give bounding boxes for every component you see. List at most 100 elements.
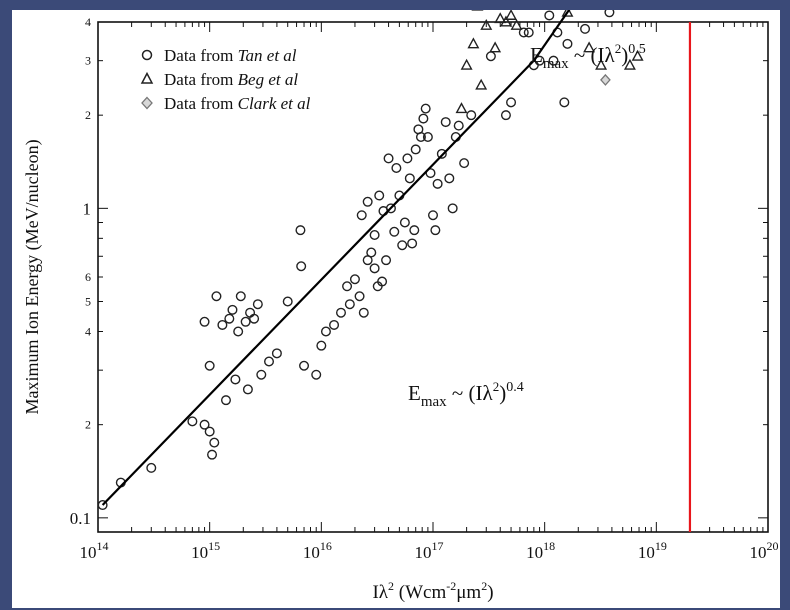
data-point-tan	[296, 261, 307, 272]
data-point-tan	[295, 225, 306, 236]
y-tick-label: 4	[85, 325, 91, 339]
data-point-beg	[583, 41, 596, 53]
legend: Data from Tan et al Data from Beg et al Da…	[140, 46, 311, 113]
data-point-tan	[409, 225, 420, 236]
y-tick-label: 5	[85, 295, 91, 309]
legend-marker-diamond	[141, 96, 153, 110]
data-point-tan	[534, 55, 545, 66]
data-point-tan	[224, 313, 235, 324]
data-point-tan	[240, 316, 251, 327]
data-point-tan	[344, 299, 355, 310]
data-point-tan	[580, 23, 591, 34]
annotation-high: Emax ~ (Iλ2)0.5	[530, 41, 646, 72]
x-tick-label: 1018	[526, 539, 555, 562]
data-point-tan	[562, 38, 573, 49]
data-point-beg	[455, 102, 468, 114]
data-point-beg	[489, 41, 502, 53]
data-point-beg	[623, 58, 636, 70]
data-point-tan	[399, 217, 410, 228]
data-point-tan	[282, 296, 293, 307]
x-axis-title: Iλ2 (Wcm-2μm2)	[372, 579, 493, 603]
data-point-tan	[316, 340, 327, 351]
data-point-tan	[207, 449, 218, 460]
data-point-tan	[402, 153, 413, 164]
data-point-beg	[494, 12, 507, 24]
data-point-tan	[233, 326, 244, 337]
data-point-beg	[631, 49, 644, 61]
y-tick-label: 2	[85, 418, 91, 432]
data-point-tan	[209, 437, 220, 448]
data-point-tan	[453, 120, 464, 131]
data-point-tan	[362, 196, 373, 207]
data-point-tan	[485, 51, 496, 62]
data-point-tan	[204, 360, 215, 371]
data-point-beg	[460, 58, 473, 70]
data-point-tan	[256, 369, 267, 380]
data-point-tan	[432, 178, 443, 189]
data-point-tan	[211, 291, 222, 302]
data-point-tan	[199, 419, 210, 430]
data-point-tan	[430, 225, 441, 236]
data-point-tan	[544, 10, 555, 21]
data-point-tan	[500, 110, 511, 121]
y-tick-labels: 0.124561234561023	[70, 15, 92, 528]
x-tick-label: 1019	[638, 539, 667, 562]
data-point-tan	[369, 230, 380, 241]
data-point-tan	[349, 274, 360, 285]
data-point-tan	[358, 307, 369, 318]
data-point-tan	[329, 319, 340, 330]
data-point-tan	[146, 462, 157, 473]
y-tick-label: 2	[85, 108, 91, 122]
legend-marker-circle	[141, 49, 153, 61]
fit-line-0-4	[101, 59, 535, 506]
data-point-tan	[264, 356, 275, 367]
data-point-tan	[604, 10, 615, 18]
annotation-low: Emax ~ (Iλ2)0.4	[408, 379, 524, 410]
data-point-tan	[444, 173, 455, 184]
x-tick-labels: 1014 1015 1016 1017 1018 1019 1020	[80, 539, 779, 562]
data-point-tan	[97, 500, 108, 511]
data-point-tan	[204, 426, 215, 437]
y-tick-label: 4	[85, 15, 91, 29]
data-point-tan	[391, 162, 402, 173]
data-point-tan	[466, 110, 477, 121]
data-point-tan	[242, 384, 253, 395]
data-point-tan	[235, 291, 246, 302]
y-tick-label: 1	[83, 199, 92, 218]
axis-ticks	[97, 21, 768, 532]
data-point-tan	[245, 307, 256, 318]
legend-marker-triangle	[140, 71, 154, 84]
data-point-tan	[415, 132, 426, 143]
data-point-tan	[374, 190, 385, 201]
data-point-tan	[459, 158, 470, 169]
data-point-tan	[320, 326, 331, 337]
data-point-tan	[422, 132, 433, 143]
chart-frame: 1014 1015 1016 1017 1018 1019 1020 0.1 2 4 5 6 1 2 3 4…	[12, 10, 780, 608]
data-point-tan	[366, 247, 377, 258]
legend-label: Data from Tan et al	[164, 46, 297, 65]
data-point-tan	[447, 203, 458, 214]
legend-label: Data from Clark et al	[164, 94, 311, 113]
y-axis-title: Maximum Ion Energy (MeV/nucleon)	[22, 139, 43, 414]
data-point-tan	[271, 348, 282, 359]
data-point-tan	[407, 238, 418, 249]
data-point-tan	[418, 113, 429, 124]
annotations: Emax ~ (Iλ2)0.4 Emax ~ (Iλ2)0.5	[408, 41, 646, 410]
data-point-beg	[505, 10, 518, 20]
data-point-tan	[299, 360, 310, 371]
data-point-tan	[217, 319, 228, 330]
data-point-tan	[249, 313, 260, 324]
data-point-tan	[389, 226, 400, 237]
data-point-tan	[428, 210, 439, 221]
data-point-tan	[383, 153, 394, 164]
data-point-beg	[510, 18, 523, 30]
data-point-tan	[311, 369, 322, 380]
y-tick-label: 6	[85, 270, 91, 284]
data-point-tan	[252, 299, 263, 310]
data-point-tan	[404, 173, 415, 184]
data-point-tan	[410, 144, 421, 155]
data-point-tan	[354, 291, 365, 302]
data-point-tan	[230, 374, 241, 385]
data-point-tan	[369, 263, 380, 274]
y-tick-label: 0.1	[70, 509, 91, 528]
